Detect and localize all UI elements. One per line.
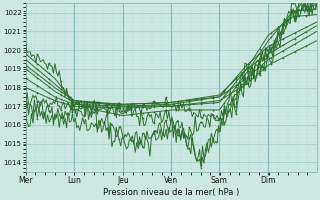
X-axis label: Pression niveau de la mer( hPa ): Pression niveau de la mer( hPa ) — [103, 188, 239, 197]
